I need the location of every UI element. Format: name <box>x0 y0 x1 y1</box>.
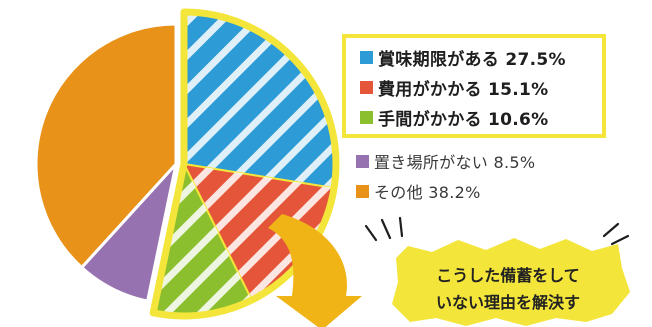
highlight-outline <box>149 8 340 320</box>
callout-burst <box>392 238 630 326</box>
callout <box>268 214 630 327</box>
arrow-icon <box>268 214 362 327</box>
legend-item-expiry: 賞味期限がある 27.5% <box>360 44 566 70</box>
emphasis-line-4 <box>602 222 620 238</box>
emphasis-line-5 <box>610 234 630 246</box>
legend-label-cost: 費用がかかる 15.1% <box>378 79 549 100</box>
legend-label-expiry: 賞味期限がある 27.5% <box>378 49 566 70</box>
legend-label-other: その他 38.2% <box>374 183 481 202</box>
callout-line-1: こうした備蓄をして <box>436 266 580 285</box>
pie-slice-hatch-0 <box>184 12 337 189</box>
legend-item-cost: 費用がかかる 15.1% <box>360 74 549 100</box>
legend-label-effort: 手間がかかる 10.6% <box>378 109 549 130</box>
pie-slices <box>34 8 340 320</box>
legend-swatch-effort <box>360 110 373 124</box>
legend-swatch-cost <box>360 80 373 94</box>
legend-item-no-space: 置き場所がない 8.5% <box>356 150 535 172</box>
legend-item-effort: 手間がかかる 10.6% <box>360 104 549 130</box>
legend-swatch-no-space <box>356 154 369 168</box>
emphasis-line-2 <box>380 218 392 240</box>
pie-slice-4 <box>34 22 178 270</box>
highlight-legend-box: 賞味期限がある 27.5% 費用がかかる 15.1% 手間がかかる 10.6% <box>342 34 606 138</box>
legend-label-no-space: 置き場所がない 8.5% <box>374 153 536 172</box>
legend-item-other: その他 38.2% <box>356 180 481 202</box>
legend-swatch-expiry <box>360 50 373 64</box>
legend-swatch-other <box>356 184 369 198</box>
emphasis-line-1 <box>364 224 378 242</box>
emphasis-line-3 <box>398 216 404 238</box>
callout-line-2: いない理由を解決す <box>435 293 580 312</box>
